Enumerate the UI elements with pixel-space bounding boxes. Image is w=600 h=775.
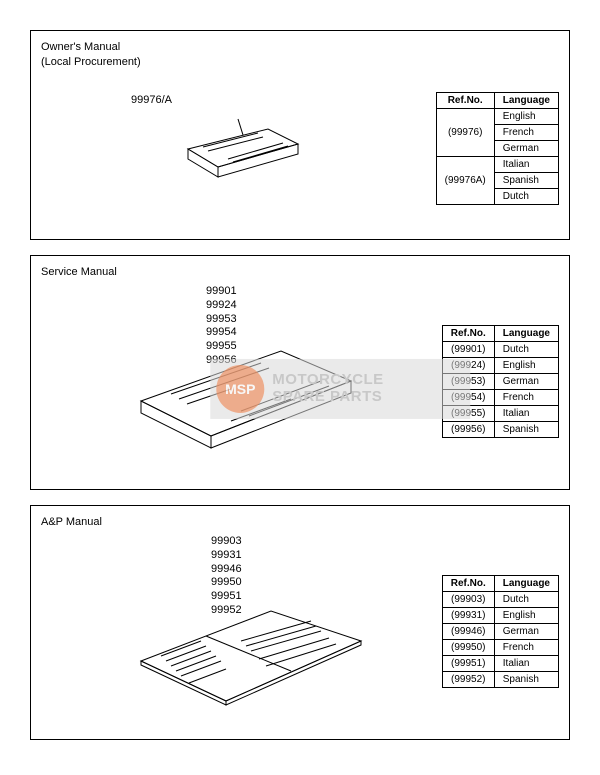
callout: 99903 [211, 535, 242, 549]
table-lang: Spanish [494, 671, 558, 687]
callout: 99924 [206, 299, 237, 313]
table-header: Language [494, 575, 558, 591]
panel-service-manual: Service Manual 99901 99924 999 [30, 255, 570, 490]
table-ref: (99946) [442, 623, 494, 639]
table-ref: (99954) [442, 389, 494, 405]
callout: 99901 [206, 285, 237, 299]
panel-subtitle: (Local Procurement) [41, 56, 559, 68]
panel-title: Owner's Manual [41, 41, 559, 53]
table-lang: Dutch [494, 591, 558, 607]
callout: 99950 [211, 576, 242, 590]
callout: 99951 [211, 590, 242, 604]
drawing-owners-manual: 99976/A [41, 89, 436, 209]
table-lang: English [494, 357, 558, 373]
callout-label-stack: 99901 99924 99953 99954 99955 99956 [206, 285, 237, 368]
table-header: Language [494, 93, 558, 109]
callout: 99946 [211, 563, 242, 577]
table-ref: (99924) [442, 357, 494, 373]
callout: 99976/A [131, 94, 172, 108]
callout: 99955 [206, 340, 237, 354]
callout-label-stack: 99903 99931 99946 99950 99951 99952 [211, 535, 242, 618]
table-lang: Dutch [494, 189, 558, 205]
ref-table-service: Ref.No. Language (99901)Dutch (99924)Eng… [442, 325, 559, 438]
table-lang: German [494, 141, 558, 157]
table-header: Ref.No. [436, 93, 494, 109]
callout: 99956 [206, 354, 237, 368]
table-ref: (99903) [442, 591, 494, 607]
table-ref: (99952) [442, 671, 494, 687]
callout: 99954 [206, 326, 237, 340]
table-lang: Dutch [494, 341, 558, 357]
table-lang: English [494, 109, 558, 125]
ref-table-ap: Ref.No. Language (99903)Dutch (99931)Eng… [442, 575, 559, 688]
table-header: Ref.No. [442, 575, 494, 591]
book-small-icon [148, 89, 328, 209]
table-lang: Spanish [494, 173, 558, 189]
table-ref: (99976A) [436, 157, 494, 205]
table-lang: Italian [494, 157, 558, 173]
table-lang: Italian [494, 655, 558, 671]
book-large-icon [111, 291, 371, 471]
callout: 99931 [211, 549, 242, 563]
table-lang: German [494, 623, 558, 639]
table-lang: French [494, 639, 558, 655]
panel-owners-manual: Owner's Manual (Local Procurement) 99976… [30, 30, 570, 240]
table-lang: French [494, 125, 558, 141]
table-ref: (99976) [436, 109, 494, 157]
panel-ap-manual: A&P Manual [30, 505, 570, 740]
table-header: Language [494, 325, 558, 341]
table-lang: English [494, 607, 558, 623]
table-ref: (99956) [442, 421, 494, 437]
table-lang: French [494, 389, 558, 405]
table-lang: Italian [494, 405, 558, 421]
table-ref: (99953) [442, 373, 494, 389]
table-header: Ref.No. [442, 325, 494, 341]
callout-label: 99976/A [131, 94, 172, 108]
drawing-ap-manual: 99903 99931 99946 99950 99951 99952 [41, 541, 442, 721]
callout: 99952 [211, 604, 242, 618]
table-ref: (99901) [442, 341, 494, 357]
table-lang: Spanish [494, 421, 558, 437]
drawing-service-manual: 99901 99924 99953 99954 99955 99956 [41, 291, 442, 471]
table-ref: (99951) [442, 655, 494, 671]
table-ref: (99931) [442, 607, 494, 623]
table-ref: (99950) [442, 639, 494, 655]
table-ref: (99955) [442, 405, 494, 421]
callout: 99953 [206, 313, 237, 327]
table-lang: German [494, 373, 558, 389]
panel-title: Service Manual [41, 266, 559, 278]
ref-table-owners: Ref.No. Language (99976) English French … [436, 92, 559, 205]
panel-title: A&P Manual [41, 516, 559, 528]
